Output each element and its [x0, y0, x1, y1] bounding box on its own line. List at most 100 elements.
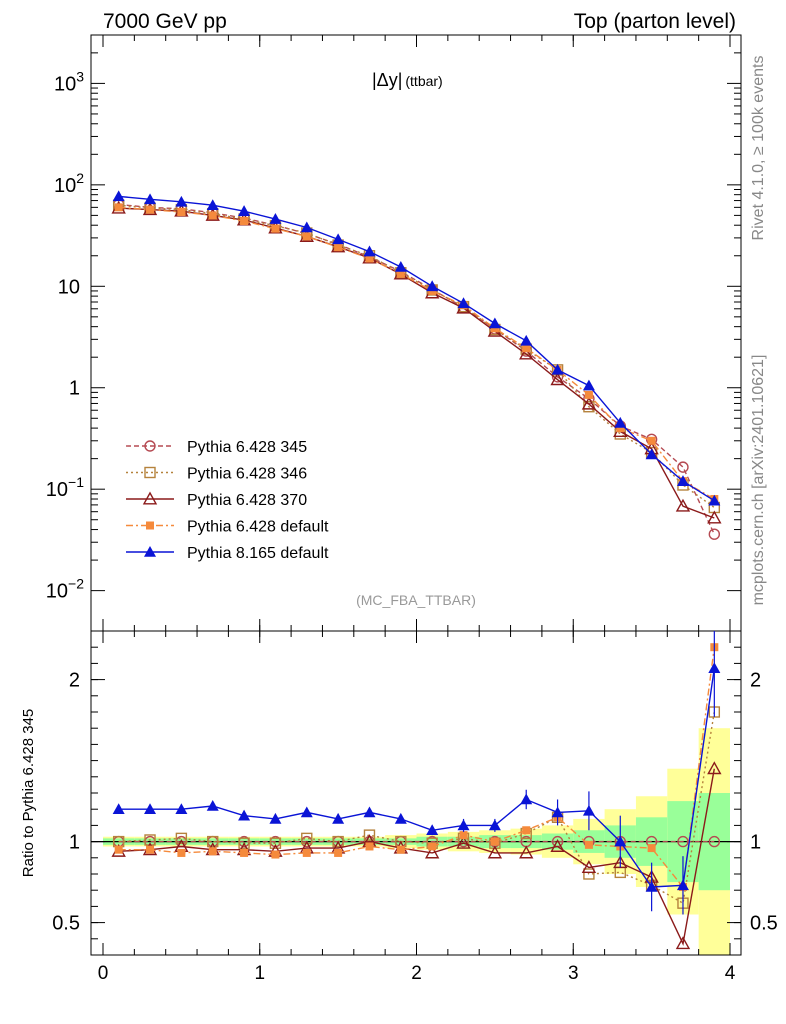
ratio-point — [677, 835, 689, 848]
ratio-point — [269, 812, 282, 824]
data-series — [111, 190, 722, 540]
legend-label: Pythia 6.428 346 — [187, 466, 307, 483]
data-point — [177, 207, 186, 216]
y-tick-label: 10−1 — [46, 474, 84, 501]
ratio-point — [426, 824, 439, 836]
y-tick-label: 103 — [54, 68, 84, 95]
series-line-pythia-8-165-default — [118, 195, 715, 502]
data-point — [114, 203, 123, 212]
data-point — [677, 461, 689, 473]
ratio-point — [428, 842, 437, 851]
ratio-point — [424, 845, 440, 859]
legend: Pythia 6.428 345 Pythia 6.428 346 Pythia 6… — [126, 439, 329, 562]
ratio-point — [271, 850, 280, 859]
ratio-point — [675, 936, 691, 950]
data-point — [582, 379, 595, 391]
ratio-series — [111, 631, 722, 950]
ratio-panel-frame — [90, 630, 742, 956]
ratio-y-tick-label-right: 0.5 — [750, 913, 778, 935]
data-point — [144, 193, 157, 205]
ratio-point — [457, 819, 470, 831]
ratio-point — [645, 880, 658, 892]
data-point — [645, 448, 658, 460]
ratio-point — [708, 662, 721, 674]
data-point — [302, 232, 311, 241]
ratio-point — [488, 819, 501, 831]
data-point — [616, 424, 625, 433]
ratio-point — [365, 842, 374, 851]
ratio-point — [332, 835, 344, 848]
ratio-point — [519, 845, 534, 859]
data-point — [238, 205, 251, 216]
data-point — [490, 324, 499, 333]
data-point — [647, 436, 656, 445]
series-pythia-6-428-default — [114, 203, 719, 504]
ratio-point — [456, 835, 471, 849]
rivet-version-label: Rivet 4.1.0, ≥ 100k events — [750, 56, 767, 241]
ratio-point — [114, 845, 123, 854]
data-point — [550, 372, 565, 386]
ratio-series-pythia-6-428-346 — [112, 706, 721, 909]
data-point — [551, 363, 564, 375]
data-point — [363, 245, 376, 257]
ratio-point — [238, 837, 250, 849]
data-point — [488, 317, 501, 329]
legend-marker — [144, 440, 156, 452]
ratio-point — [584, 840, 593, 849]
data-point — [208, 211, 217, 220]
data-point — [708, 528, 721, 540]
data-point — [271, 224, 280, 233]
legend-marker — [142, 491, 158, 505]
ratio-point — [583, 868, 595, 880]
y-tick-label: 10−2 — [46, 576, 84, 603]
ratio-point — [676, 879, 689, 891]
ratio-point — [647, 844, 656, 853]
ratio-point — [363, 806, 376, 818]
data-point — [676, 475, 689, 486]
y-tick-label: 10 — [58, 276, 80, 298]
ratio-point — [582, 804, 595, 816]
y-tick-label: 1 — [69, 378, 80, 400]
data-point — [175, 195, 188, 207]
data-point — [614, 416, 627, 428]
legend-marker — [144, 546, 156, 557]
ratio-point — [522, 826, 531, 835]
mcplots-citation-label: mcplots.cern.ch [arXiv:2401.10621] — [750, 355, 767, 606]
data-point — [146, 205, 155, 214]
data-point — [300, 221, 313, 233]
ratio-point — [112, 803, 125, 814]
ratio-y-tick-label-right: 2 — [750, 670, 761, 692]
ratio-point — [396, 845, 405, 854]
data-point — [708, 494, 721, 506]
axis-ticks: 0 1 2 3 4 10−2 10−1 1 10 102 103 0.5 0.5 1 1 2 2 — [46, 34, 778, 984]
ratio-point — [175, 832, 188, 845]
ratio-line-pythia-8-165-default — [118, 668, 715, 888]
data-point — [269, 213, 282, 224]
analysis-tag: (MC_FBA_TTBAR) — [356, 592, 476, 608]
ratio-point — [459, 831, 468, 840]
ratio-point — [207, 835, 219, 848]
header-left: 7000 GeV pp — [103, 10, 227, 33]
series-line-pythia-6-428-345 — [118, 203, 715, 535]
ratio-line-pythia-6-428-370 — [118, 768, 715, 946]
ratio-point — [238, 809, 251, 821]
data-point — [707, 510, 722, 524]
ratio-point — [206, 799, 219, 811]
data-point — [334, 243, 343, 252]
legend-marker — [146, 521, 154, 530]
x-tick-label: 2 — [411, 963, 422, 984]
data-point — [394, 260, 407, 272]
data-point — [457, 297, 470, 309]
ratio-point — [332, 812, 345, 824]
ratio-point — [302, 848, 311, 857]
ratio-point — [240, 848, 249, 857]
data-point — [519, 346, 534, 360]
ratio-point — [363, 829, 376, 841]
series-pythia-6-428-345 — [112, 198, 721, 540]
data-point — [675, 498, 691, 512]
legend-label: Pythia 6.428 370 — [187, 492, 307, 509]
legend-label: Pythia 6.428 default — [187, 519, 329, 536]
ratio-point — [487, 845, 503, 859]
ratio-point — [550, 839, 565, 852]
